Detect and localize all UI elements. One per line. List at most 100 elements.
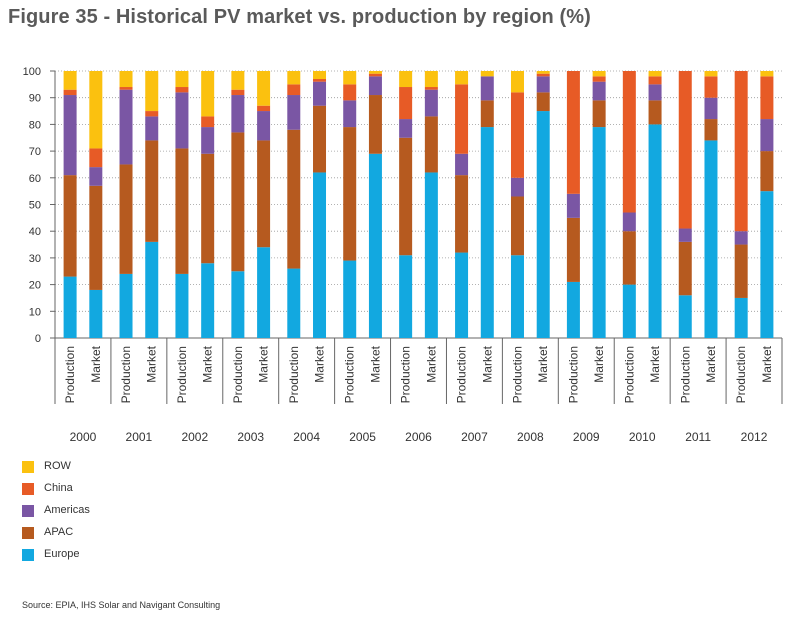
bar-2003-market-china bbox=[257, 105, 271, 112]
bar-2000-market-apac bbox=[89, 185, 103, 290]
bar-2003-market-europe bbox=[257, 247, 271, 338]
bar-2000-production-americas bbox=[63, 95, 77, 176]
x-bar-label-2010-market: Market bbox=[648, 345, 662, 382]
bar-2002-production-europe bbox=[175, 273, 189, 338]
bar-2012-production-americas bbox=[734, 231, 748, 245]
bar-2004-market-row bbox=[313, 71, 327, 80]
bar-2001-market-americas bbox=[145, 116, 159, 141]
x-bar-label-2012-production: Production bbox=[734, 346, 748, 403]
bar-2005-production-europe bbox=[343, 260, 357, 338]
y-tick-label-30: 30 bbox=[29, 253, 41, 265]
bar-2009-production-americas bbox=[566, 193, 580, 218]
bar-2003-market-row bbox=[257, 71, 271, 106]
bar-2007-production-europe bbox=[455, 252, 469, 338]
source-note: Source: EPIA, IHS Solar and Navigant Con… bbox=[22, 600, 221, 610]
bar-2006-production-china bbox=[399, 87, 413, 120]
legend-swatch-apac bbox=[22, 527, 34, 539]
legend-swatch-americas bbox=[22, 505, 34, 517]
bar-2002-market-americas bbox=[201, 127, 215, 154]
bar-2004-production-row bbox=[287, 71, 301, 85]
x-bar-label-2005-production: Production bbox=[343, 346, 357, 403]
bar-2007-production-row bbox=[455, 71, 469, 85]
y-tick-label-80: 80 bbox=[29, 119, 41, 131]
x-bar-label-2008-production: Production bbox=[510, 346, 524, 403]
bar-2006-production-row bbox=[399, 71, 413, 88]
x-bar-label-2007-production: Production bbox=[455, 346, 469, 403]
bar-2000-production-europe bbox=[63, 276, 77, 338]
bar-2012-production-china bbox=[734, 71, 748, 232]
x-bar-label-2004-market: Market bbox=[313, 345, 327, 382]
bar-2006-market-china bbox=[424, 87, 438, 90]
bar-2012-market-americas bbox=[760, 119, 774, 152]
x-bar-label-2001-production: Production bbox=[119, 346, 133, 403]
bar-2004-market-europe bbox=[313, 172, 327, 338]
legend-label-europe: Europe bbox=[44, 548, 80, 560]
legend-label-china: China bbox=[44, 482, 73, 494]
bar-2005-market-americas bbox=[368, 76, 382, 96]
bar-2000-production-apac bbox=[63, 175, 77, 277]
x-bar-label-2008-market: Market bbox=[536, 345, 550, 382]
bar-2009-market-china bbox=[592, 76, 606, 82]
bar-2001-production-row bbox=[119, 71, 133, 88]
bar-2009-market-europe bbox=[592, 127, 606, 338]
bar-2008-market-americas bbox=[536, 76, 550, 93]
x-year-label-2006: 2006 bbox=[405, 430, 432, 444]
bar-2006-production-americas bbox=[399, 119, 413, 138]
y-tick-label-90: 90 bbox=[29, 93, 41, 105]
bar-2009-market-americas bbox=[592, 81, 606, 101]
bar-2008-market-row bbox=[536, 71, 550, 74]
bar-2006-market-europe bbox=[424, 172, 438, 338]
x-bar-label-2000-production: Production bbox=[63, 346, 77, 403]
bar-2008-market-apac bbox=[536, 92, 550, 112]
x-bar-label-2012-market: Market bbox=[760, 345, 774, 382]
bar-2002-production-china bbox=[175, 87, 189, 93]
bar-2000-production-china bbox=[63, 89, 77, 96]
bar-2007-market-apac bbox=[480, 100, 494, 128]
bar-2007-market-americas bbox=[480, 76, 494, 101]
bar-2009-production-europe bbox=[566, 281, 580, 338]
bar-2008-production-europe bbox=[510, 255, 524, 338]
bar-2004-market-americas bbox=[313, 81, 327, 106]
bar-2011-market-apac bbox=[704, 119, 718, 141]
x-bar-label-2009-production: Production bbox=[566, 346, 580, 403]
x-year-label-2001: 2001 bbox=[126, 430, 153, 444]
x-year-label-2009: 2009 bbox=[573, 430, 600, 444]
x-year-label-2012: 2012 bbox=[741, 430, 768, 444]
bar-2011-market-europe bbox=[704, 140, 718, 338]
x-year-label-2005: 2005 bbox=[349, 430, 376, 444]
bar-2001-market-europe bbox=[145, 241, 159, 338]
bar-2008-production-row bbox=[510, 71, 524, 93]
legend-label-americas: Americas bbox=[44, 504, 90, 516]
bar-2001-production-europe bbox=[119, 273, 133, 338]
bar-2002-production-apac bbox=[175, 148, 189, 274]
bar-2012-market-europe bbox=[760, 191, 774, 338]
bar-2010-market-americas bbox=[648, 84, 662, 101]
x-year-label-2003: 2003 bbox=[237, 430, 264, 444]
x-year-label-2008: 2008 bbox=[517, 430, 544, 444]
bar-2006-production-apac bbox=[399, 137, 413, 256]
bar-2008-production-americas bbox=[510, 177, 524, 197]
bar-2008-production-apac bbox=[510, 196, 524, 256]
bar-2011-production-europe bbox=[678, 295, 692, 338]
x-year-label-2007: 2007 bbox=[461, 430, 488, 444]
bar-2003-production-china bbox=[231, 89, 245, 96]
bar-2008-market-europe bbox=[536, 111, 550, 338]
bar-2000-market-china bbox=[89, 148, 103, 168]
bar-2001-production-china bbox=[119, 87, 133, 90]
bar-2009-market-apac bbox=[592, 100, 606, 128]
x-bar-label-2001-market: Market bbox=[145, 345, 159, 382]
x-bar-label-2002-production: Production bbox=[175, 346, 189, 403]
bar-2002-market-row bbox=[201, 71, 215, 117]
y-tick-label-20: 20 bbox=[29, 280, 41, 292]
bar-2002-production-row bbox=[175, 71, 189, 88]
bar-2001-production-americas bbox=[119, 89, 133, 165]
bar-2004-production-apac bbox=[287, 129, 301, 269]
bar-2010-production-americas bbox=[622, 212, 636, 232]
bar-2005-market-europe bbox=[368, 153, 382, 338]
bar-2010-market-row bbox=[648, 71, 662, 77]
bar-2004-market-apac bbox=[313, 105, 327, 173]
x-bar-label-2002-market: Market bbox=[201, 345, 215, 382]
x-bar-label-2011-production: Production bbox=[678, 346, 692, 403]
bar-2000-market-americas bbox=[89, 167, 103, 186]
bar-2000-market-row bbox=[89, 71, 103, 149]
